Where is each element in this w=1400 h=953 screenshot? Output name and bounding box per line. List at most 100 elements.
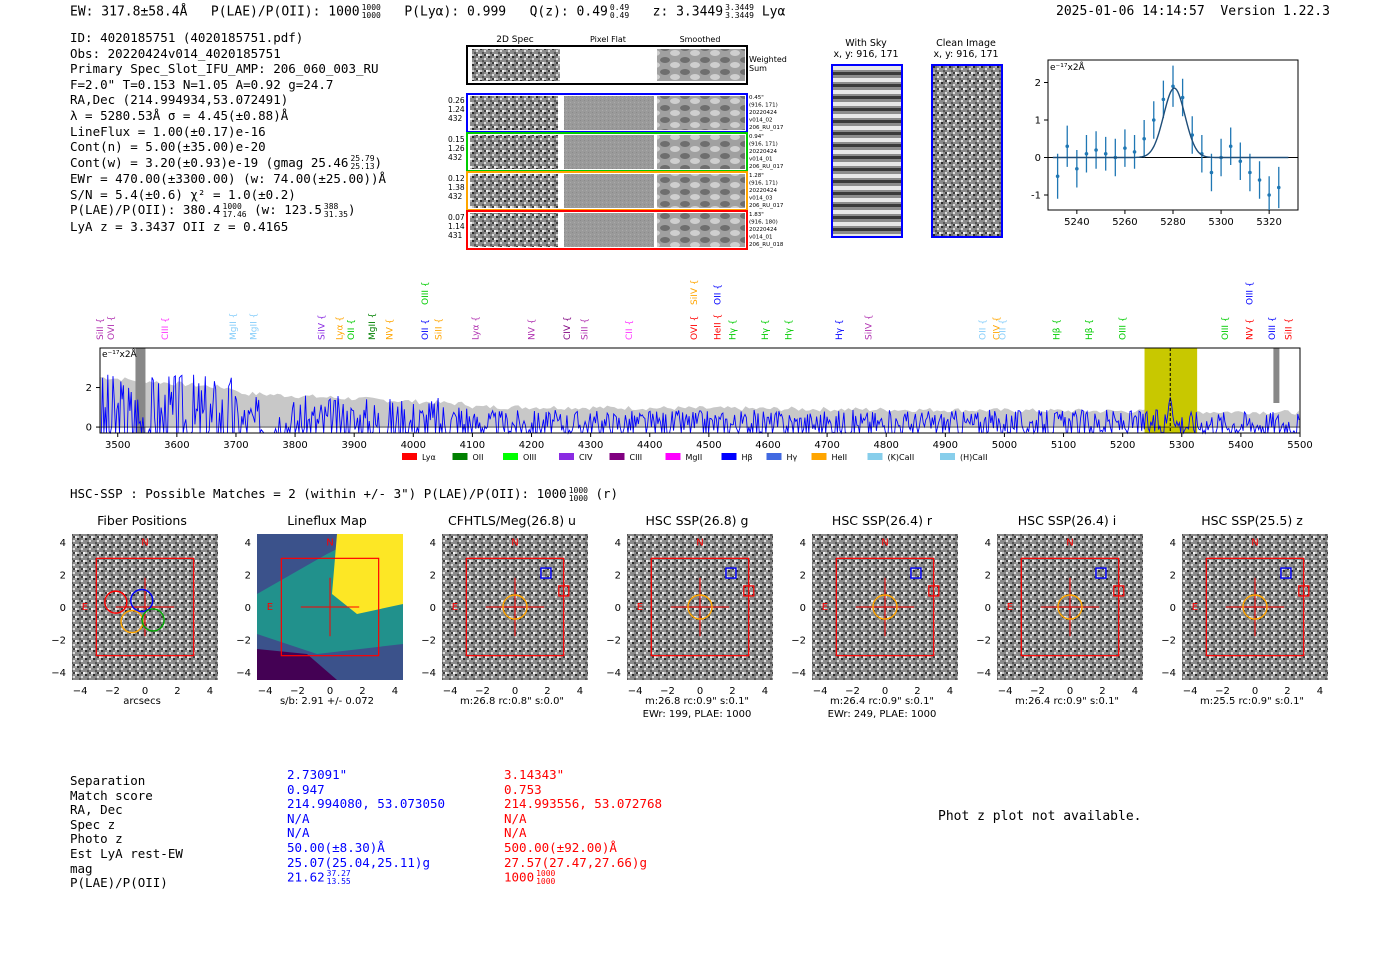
full-xtick-label: 3900 xyxy=(341,440,366,451)
weighted-smooth xyxy=(657,49,745,81)
spectral-line-label: MgII { xyxy=(229,313,239,340)
match-value: 0.947 xyxy=(287,781,325,797)
info-fwhm: F=2.0" T=0.153 N=1.05 A=0.92 g=24.7 xyxy=(70,76,334,92)
zoom-point xyxy=(1123,146,1127,150)
zoom-point xyxy=(1257,178,1262,182)
stamp-xtick-label: 2 xyxy=(174,686,180,697)
stamp-ytick-label: 2 xyxy=(245,571,251,582)
match-value: N/A xyxy=(504,825,527,841)
cutout-flat xyxy=(564,96,654,130)
zoom-point xyxy=(1151,118,1156,122)
cutout-meta: v014_01 xyxy=(749,235,773,241)
legend-swatch xyxy=(559,453,574,460)
stamp-xtick-label: −2 xyxy=(1030,686,1045,697)
stamp-ytick-label: −2 xyxy=(606,635,621,646)
stamp-panel: HSC SSP(26.4) r N E −4 −4 −2 −2 0 0 2 2 4 4 m:26.4 rc… xyxy=(777,510,967,725)
stamp-xtick-label: 4 xyxy=(207,686,213,697)
full-error-envelope xyxy=(100,377,1300,428)
info-plae-w-lo: 31.35 xyxy=(323,209,348,219)
full-xtick-label: 4900 xyxy=(933,440,958,451)
full-masked-region xyxy=(135,348,146,433)
stamp-ytick-label: −4 xyxy=(1161,668,1176,679)
legend-entry: CIV xyxy=(559,453,593,462)
match-row-label: RA, Dec xyxy=(70,802,123,818)
stamp-caption: m:25.5 rc:0.9" s:0.1" xyxy=(1199,696,1305,707)
legend-swatch xyxy=(665,453,681,460)
match-value: 500.00(±92.00)Å xyxy=(504,839,617,855)
match-1-box xyxy=(725,567,737,579)
cutout-flat xyxy=(564,174,654,208)
cutout-meta: (916, 180) xyxy=(749,220,778,226)
stamp-svg: N E −4 −4 −2 −2 0 0 2 2 4 4 xyxy=(421,534,588,697)
cutout-weight: 1.26 xyxy=(448,144,465,153)
info-plae: P(LAE)/P(OII): 380.4 1000 17.46 (w: 123.5 3… xyxy=(70,202,386,219)
header-plae: P(LAE)/P(OII): 1000 xyxy=(210,4,360,20)
legend-entry: Hβ xyxy=(721,453,753,462)
stamp-svg: N E −4 −4 −2 −2 0 0 2 2 4 4 xyxy=(1161,534,1328,697)
stamp-ytick-label: −2 xyxy=(51,635,66,646)
stamp-ytick-label: 0 xyxy=(985,603,991,614)
stamp-aperture-box xyxy=(1205,557,1305,657)
full-xtick-label: 5400 xyxy=(1228,440,1253,451)
legend-swatch xyxy=(452,453,468,460)
header-datetime: 2025-01-06 14:14:57 xyxy=(1056,4,1205,19)
zoom-ytick-label: 1 xyxy=(1035,116,1041,127)
match-value: N/A xyxy=(287,825,310,841)
stamp-xtick-label: 2 xyxy=(544,686,550,697)
full-xtick-label: 4100 xyxy=(460,440,485,451)
stamp-caption: arcsecs xyxy=(123,696,161,707)
spectral-line-label: OII { xyxy=(999,319,1009,340)
full-xtick-label: 4200 xyxy=(519,440,544,451)
spectral-line-label: MgII { xyxy=(250,313,260,340)
zoom-point xyxy=(1190,133,1195,137)
zoom-xtick-label: 5300 xyxy=(1208,217,1233,228)
cutout-meta: 1.83" xyxy=(749,212,764,218)
legend-entry: HeII xyxy=(811,453,847,462)
full-ytick-label: 2 xyxy=(86,383,92,394)
full-spectrum-svg: 3500 3600 3700 3800 3900 4000 4100 4200 4300 4400… xyxy=(86,279,1313,462)
spectral-line-label: NV { xyxy=(527,319,537,340)
match-1-box xyxy=(1095,567,1107,579)
cutout-weight: 1.14 xyxy=(448,222,465,231)
spectral-line-label: Hβ { xyxy=(1085,319,1095,340)
east-marker: E xyxy=(82,602,88,613)
legend-label: CIV xyxy=(579,453,593,462)
spectral-line-label: NV { xyxy=(386,319,396,340)
stamp-ytick-label: 0 xyxy=(800,603,806,614)
stamp-ytick-label: −2 xyxy=(236,635,251,646)
info-plae-w: (w: 123.5 xyxy=(254,202,322,218)
stamp-xtick-label: 0 xyxy=(882,686,888,697)
north-marker: N xyxy=(696,537,703,548)
legend-entry: OIII xyxy=(503,453,536,462)
match-value: 3.14343" xyxy=(504,767,565,782)
stamp-xtick-label: 0 xyxy=(142,686,148,697)
cutout-meta: 0.45" xyxy=(749,95,764,101)
full-unit-label: e⁻¹⁷x2Å xyxy=(102,348,138,360)
spectral-line-label: NV { xyxy=(1246,319,1256,340)
zoom-spectrum-svg: 5240 5260 5280 5300 5320 -1 0 1 2 e⁻¹⁷x2Å xyxy=(1031,59,1299,228)
cutout-weight: 1.38 xyxy=(448,183,465,192)
stamp-ytick-label: −4 xyxy=(51,668,66,679)
stamp-panel: HSC SSP(26.4) i N E −4 −4 −2 −2 0 0 2 2 4 4 m:26.4 rc… xyxy=(962,510,1152,725)
full-ytick-label: 0 xyxy=(86,423,92,434)
north-marker: N xyxy=(1066,537,1073,548)
cutout-meta: 20220424 xyxy=(749,227,777,233)
info-sn: S/N = 5.4(±0.6) χ² = 1.0(±0.2) xyxy=(70,186,296,202)
spectral-line-label: Hβ { xyxy=(1052,319,1062,340)
cutout-meta: 206_RU_017 xyxy=(749,125,784,131)
flux-peak xyxy=(332,534,403,614)
match-value: 214.993556, 53.072768 xyxy=(504,796,663,812)
hsc-summary: HSC-SSP : Possible Matches = 2 (within +… xyxy=(70,486,618,503)
header-plae-lo: 1000 xyxy=(361,11,381,20)
match-row-label: mag xyxy=(70,860,93,876)
fiber-circle xyxy=(104,590,128,614)
legend-label: (H)CaII xyxy=(960,453,987,462)
full-masked-region-2 xyxy=(1273,348,1280,403)
hsc-summary-text: HSC-SSP : Possible Matches = 2 (within +… xyxy=(70,486,567,501)
stamp-ytick-label: −2 xyxy=(976,635,991,646)
cutout-meta: 206_RU_018 xyxy=(749,242,784,248)
cutout-weight: 0.07 xyxy=(448,213,465,222)
